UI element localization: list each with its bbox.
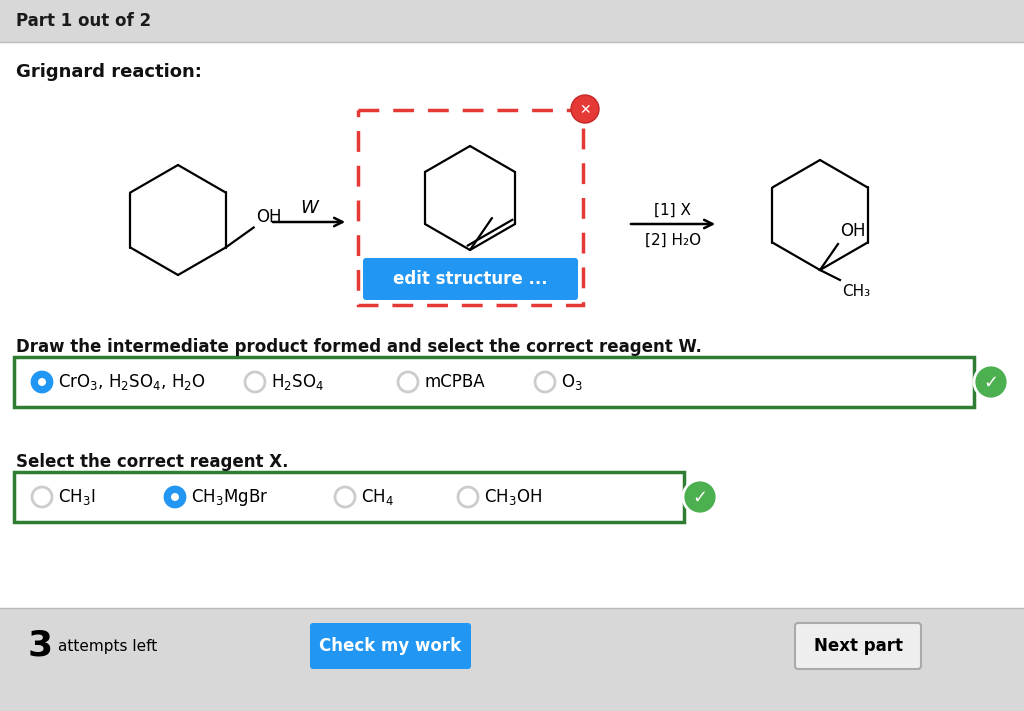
Text: Draw the intermediate product formed and select the correct reagent W.: Draw the intermediate product formed and…: [16, 338, 701, 356]
Text: H$_2$SO$_4$: H$_2$SO$_4$: [271, 372, 324, 392]
Text: ✓: ✓: [983, 374, 998, 392]
Text: Select the correct reagent X.: Select the correct reagent X.: [16, 453, 289, 471]
Text: Grignard reaction:: Grignard reaction:: [16, 63, 202, 81]
Text: OH: OH: [256, 208, 282, 225]
Text: ✓: ✓: [692, 489, 708, 507]
Circle shape: [535, 372, 555, 392]
Circle shape: [171, 493, 179, 501]
Text: CH$_3$I: CH$_3$I: [58, 487, 95, 507]
Text: [2] H₂O: [2] H₂O: [645, 232, 701, 247]
Text: Next part: Next part: [813, 637, 902, 655]
Text: CH$_3$OH: CH$_3$OH: [484, 487, 542, 507]
Circle shape: [32, 487, 52, 507]
Text: CH$_4$: CH$_4$: [361, 487, 394, 507]
Text: OH: OH: [840, 222, 865, 240]
Circle shape: [245, 372, 265, 392]
FancyBboxPatch shape: [310, 623, 471, 669]
Text: ✕: ✕: [580, 103, 591, 117]
Bar: [14, 357, 974, 407]
FancyBboxPatch shape: [358, 110, 583, 305]
Text: mCPBA: mCPBA: [424, 373, 484, 391]
Text: O$_3$: O$_3$: [561, 372, 583, 392]
Circle shape: [974, 365, 1008, 399]
Circle shape: [335, 487, 355, 507]
Circle shape: [683, 480, 717, 514]
Text: CrO$_3$, H$_2$SO$_4$, H$_2$O: CrO$_3$, H$_2$SO$_4$, H$_2$O: [58, 372, 206, 392]
Text: attempts left: attempts left: [58, 638, 158, 653]
Text: W: W: [300, 199, 317, 217]
Circle shape: [165, 487, 185, 507]
FancyBboxPatch shape: [362, 258, 578, 300]
Bar: [0, 0, 1024, 42]
Text: Check my work: Check my work: [319, 637, 462, 655]
Text: [1] X: [1] X: [654, 203, 691, 218]
Bar: [14, 472, 684, 522]
Circle shape: [32, 372, 52, 392]
Text: Part 1 out of 2: Part 1 out of 2: [16, 12, 152, 30]
Circle shape: [571, 95, 599, 123]
Circle shape: [398, 372, 418, 392]
Circle shape: [458, 487, 478, 507]
Text: edit structure ...: edit structure ...: [393, 270, 548, 288]
Text: CH$_3$MgBr: CH$_3$MgBr: [191, 486, 268, 508]
Bar: [0, 608, 1024, 711]
Text: 3: 3: [28, 629, 52, 663]
Text: CH₃: CH₃: [842, 284, 870, 299]
FancyBboxPatch shape: [795, 623, 921, 669]
Circle shape: [38, 378, 46, 386]
